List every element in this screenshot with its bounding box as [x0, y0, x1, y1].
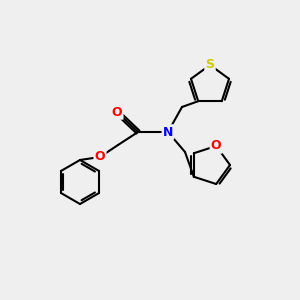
- Text: S: S: [206, 58, 214, 71]
- Text: O: O: [211, 140, 221, 152]
- Text: O: O: [112, 106, 122, 118]
- Text: N: N: [163, 125, 173, 139]
- Text: O: O: [95, 151, 105, 164]
